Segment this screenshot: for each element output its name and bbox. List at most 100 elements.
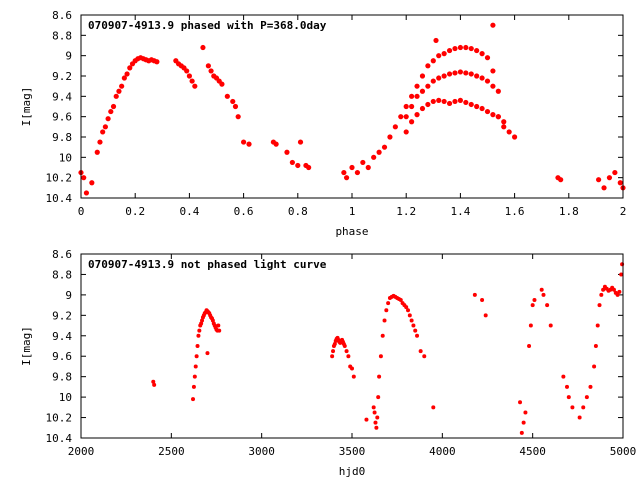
phased-tick-layer: 0 0.2 0.4 0.6 0.8 1 1.2 1.4 1.6 1.8 2 8.6 8.8 9 9.2 9.4… [46,9,627,218]
unphased-x-tick-label: 2000 [68,445,95,458]
phased-data-point [606,175,613,181]
phased-data-point [81,175,87,181]
unphased-data-point [344,349,349,354]
unphased-data-point [472,292,477,297]
unphased-data-point [577,415,582,420]
phased-data-point [192,83,198,89]
unphased-x-tick-label: 4000 [429,445,456,458]
phased-data-point [102,124,108,130]
phased-data-point [246,141,252,147]
phased-data-point [457,97,463,103]
unphased-x-tick-label: 3000 [248,445,275,458]
unphased-data-point [431,405,436,410]
unphased-data-point [619,272,624,277]
phased-data-point [289,159,295,166]
phased-data-point [284,149,290,155]
unphased-y-tick-label: 9 [65,289,72,302]
phased-data-point [446,100,453,107]
phased-data-point [97,139,103,145]
unphased-data-point [384,308,389,313]
phased-data-point [235,114,241,120]
phased-data-point [436,53,442,59]
phased-data-point [105,116,111,122]
phased-data-point [490,83,496,89]
unphased-y-tick-label: 8.6 [52,248,72,261]
unphased-data-point [199,321,204,326]
unphased-tick-layer: 2000 2500 3000 3500 4000 4500 5000 8.6 8.8 9 9.2 9.… [46,248,637,458]
phased-data-point [154,59,160,65]
unphased-data-point [561,374,566,379]
unphased-data-point [373,420,378,425]
unphased-data-point [518,400,523,405]
unphased-data-point [196,333,201,338]
phased-data-point [463,44,469,51]
unphased-y-tick-label: 9.8 [52,371,72,384]
phased-data-point [446,47,453,54]
phased-x-tick-label: 0.4 [179,205,199,218]
unphased-data-point [407,313,412,318]
phased-data-point [617,180,623,186]
unphased-data-point [375,415,380,420]
phased-data-point [474,47,480,54]
unphased-data-point [588,384,593,389]
phased-data-point [409,93,415,99]
unphased-data-point [519,430,524,435]
unphased-data-point [382,318,387,323]
unphased-data-point [342,344,347,348]
unphased-data-point [411,323,416,328]
phased-data-point [127,65,133,71]
unphased-data-point [415,333,420,338]
phased-data-point [83,190,90,196]
unphased-data-point [371,405,376,410]
unphased-data-point [413,328,418,333]
phased-data-point [436,97,442,103]
phased-data-point [387,134,393,140]
phased-data-point [409,119,415,125]
phased-data-point [612,169,618,176]
phased-data-point [398,114,404,120]
phased-data-point [601,185,607,191]
unphased-y-tick-label: 9.2 [52,309,72,322]
phased-data-point [433,37,439,44]
phased-y-tick-label: 10.2 [46,172,73,185]
phased-data-point [474,73,480,79]
phased-x-axis-label: phase [335,225,368,238]
phased-data-point [490,112,496,118]
unphased-data-point [564,384,569,389]
phased-x-tick-label: 1.4 [450,205,470,218]
phased-data-point [495,88,501,94]
unphased-y-tick-label: 10.2 [46,412,73,425]
unphased-data-point [539,287,544,292]
unphased-data-point [595,323,600,328]
phased-data-point [186,73,192,79]
phased-data-point [297,139,304,145]
phased-data-point [360,159,366,166]
phased-data-point [452,45,458,52]
phased-data-point [273,141,279,147]
phased-data-point [441,51,447,57]
unphased-y-axis-label: I[mag] [20,326,33,366]
phased-data-point [371,154,377,160]
unphased-data-point [364,417,369,422]
phased-data-point [89,180,95,186]
unphased-x-tick-label: 2500 [158,445,185,458]
unphased-data-point [205,351,210,356]
phased-data-point [474,103,480,110]
phased-y-tick-label: 9.4 [52,90,72,103]
phased-chart-title: 070907-4913.9 phased with P=368.0day [88,19,327,32]
phased-data-point [341,169,347,176]
phased-data-point [457,44,463,51]
phased-data-point [110,103,117,110]
phased-data-point [414,112,420,118]
phased-data-point [121,75,127,81]
unphased-data-point [570,405,575,410]
phased-data-point [224,93,230,99]
unphased-data-point [217,328,222,333]
phased-y-tick-label: 8.6 [52,9,72,22]
phased-data-point [436,75,442,81]
phased-data-point [241,139,247,145]
unphased-data-point [532,298,537,302]
phased-data-point [446,71,453,77]
unphased-data-point [483,313,488,318]
phased-data-point [205,63,211,69]
